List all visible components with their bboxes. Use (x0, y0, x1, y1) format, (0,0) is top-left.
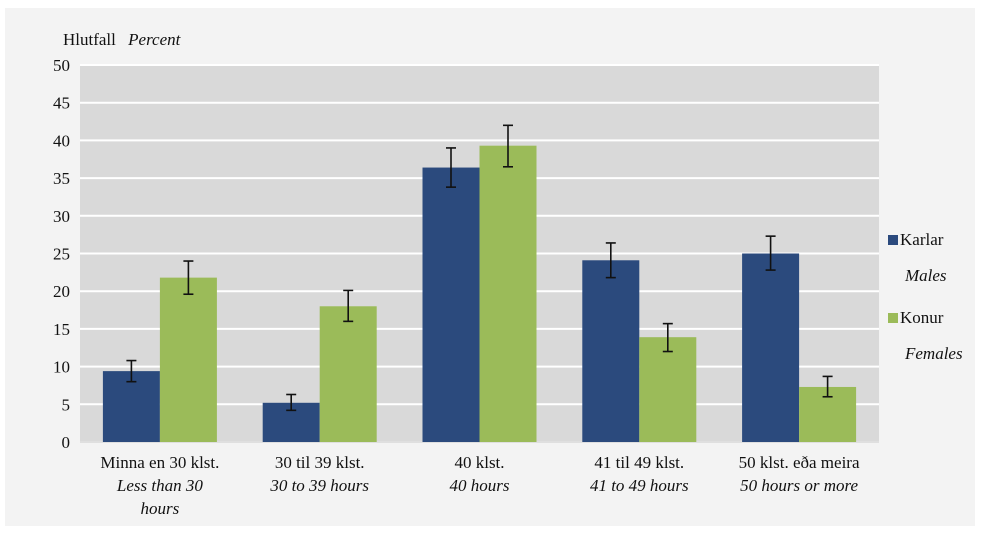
bar-konur (159, 277, 217, 442)
y-tick-label: 5 (62, 395, 71, 414)
error-bar (765, 235, 776, 271)
x-category-label-en: hours (141, 499, 180, 518)
error-bar (503, 124, 513, 168)
y-tick-label: 25 (53, 245, 70, 264)
error-bar (286, 393, 297, 412)
bar-konur (479, 145, 537, 443)
y-tick-labels: 0 5 10 15 20 25 30 35 40 45 50 (53, 56, 70, 452)
x-category-label: 41 til 49 klst. 41 to 49 hours (590, 453, 689, 495)
bar-karlar (742, 253, 800, 442)
x-category-label-en: Less than 30 (116, 476, 203, 495)
x-category-label: 50 klst. eða meira 50 hours or more (739, 453, 860, 495)
error-bar (343, 289, 354, 323)
legend-label-en: Females (904, 344, 963, 363)
x-category-label-is: Minna en 30 klst. (100, 453, 219, 472)
bar-karlar (582, 260, 640, 442)
bars (102, 145, 857, 443)
bar-chart: 0 5 10 15 20 25 30 35 40 45 50 Minna en 30 klst. Le… (53, 30, 963, 518)
y-tick-label: 35 (53, 169, 70, 188)
x-category-label-en: 41 to 49 hours (590, 476, 689, 495)
legend-swatch (888, 313, 898, 323)
y-tick-label: 20 (53, 282, 70, 301)
y-axis-title-en: Percent (127, 30, 182, 49)
x-category-labels: Minna en 30 klst. Less than 30 hours 30 til… (100, 453, 860, 518)
legend-label: Konur (900, 308, 944, 327)
y-tick-label: 45 (53, 94, 70, 113)
error-bar (822, 375, 833, 398)
legend-label: Karlar (900, 230, 944, 249)
y-tick-label: 50 (53, 56, 70, 75)
chart-container: 0 5 10 15 20 25 30 35 40 45 50 Minna en 30 klst. Le… (5, 8, 975, 526)
legend-label-en: Males (904, 266, 947, 285)
x-category-label-en: 50 hours or more (740, 476, 858, 495)
x-category-label-is: 40 klst. (454, 453, 504, 472)
y-tick-label: 10 (53, 358, 70, 377)
bar-konur (319, 306, 377, 442)
legend-item-konur: Konur Females (888, 308, 963, 363)
y-axis-title-is: Hlutfall (63, 30, 116, 49)
error-bar (183, 260, 194, 296)
error-bar (446, 147, 456, 188)
y-axis-title: Hlutfall Percent (63, 30, 182, 49)
y-tick-label: 15 (53, 320, 70, 339)
x-category-label-en: 40 hours (450, 476, 510, 495)
x-category-label-is: 30 til 39 klst. (275, 453, 365, 472)
bar-konur (639, 337, 697, 442)
x-category-label-en: 30 to 39 hours (269, 476, 369, 495)
bar-karlar (102, 371, 160, 442)
x-category-label-is: 50 klst. eða meira (739, 453, 860, 472)
x-category-label: 30 til 39 klst. 30 to 39 hours (269, 453, 369, 495)
bar-karlar (422, 167, 480, 442)
x-category-label: 40 klst. 40 hours (450, 453, 510, 495)
error-bar (605, 242, 616, 279)
legend: Karlar Males Konur Females (888, 230, 963, 363)
error-bar (662, 322, 673, 353)
x-category-label: Minna en 30 klst. Less than 30 hours (100, 453, 219, 518)
y-tick-label: 30 (53, 207, 70, 226)
legend-swatch (888, 235, 898, 245)
error-bars (126, 124, 833, 412)
x-category-label-is: 41 til 49 klst. (594, 453, 684, 472)
legend-item-karlar: Karlar Males (888, 230, 947, 285)
y-tick-label: 0 (62, 433, 71, 452)
error-bar (126, 359, 137, 383)
y-tick-label: 40 (53, 131, 70, 150)
